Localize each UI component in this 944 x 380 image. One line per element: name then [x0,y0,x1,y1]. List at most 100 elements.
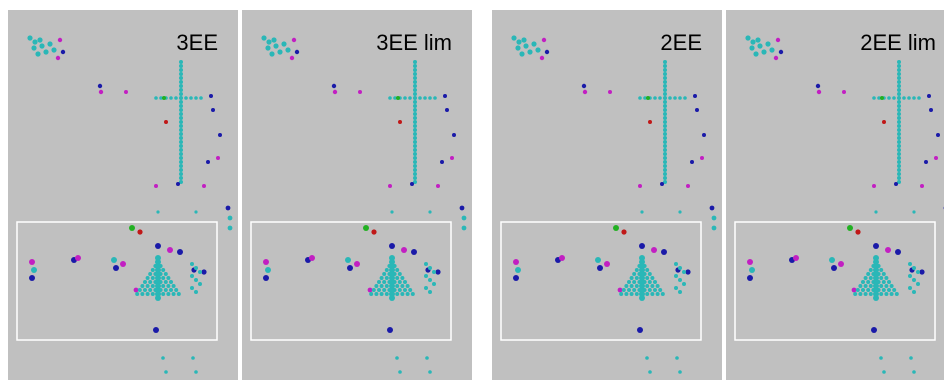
atom [635,276,639,280]
atom [897,100,901,104]
atom [179,96,183,100]
atom [627,288,631,292]
atom [678,210,681,213]
atom [656,284,660,288]
atom [916,282,920,286]
atom [648,272,652,276]
atom [450,156,454,160]
atom [39,43,44,48]
atom [29,275,35,281]
atom [663,168,667,172]
atom [413,96,417,100]
atom [685,269,690,274]
atom [382,288,386,292]
atom [111,257,117,263]
atom [120,261,126,267]
atom [897,132,901,136]
atom [866,272,870,276]
atom [395,292,399,296]
atom [638,96,642,100]
atom [179,120,183,124]
atom [635,292,639,296]
atom [179,176,183,180]
atom [148,272,152,276]
atom [179,168,183,172]
atom [793,255,799,261]
atom [143,280,147,284]
atom [406,292,410,296]
atom [894,182,898,186]
atom [179,88,183,92]
atom [138,288,142,292]
atom [776,38,780,42]
atom [452,133,456,137]
atom [873,243,879,249]
atom [866,288,870,292]
atom [358,90,362,94]
atom [663,176,667,180]
atom [621,229,626,234]
atom [61,50,65,54]
atom [897,164,901,168]
atom [882,370,886,374]
atom [179,128,183,132]
atom [388,184,392,188]
atom [372,288,376,292]
atom [658,288,662,292]
atom [398,120,402,124]
atom [650,292,654,296]
atom [435,269,440,274]
atom [624,284,628,288]
atom [37,37,42,42]
atom [871,327,877,333]
atom [228,226,233,231]
atom [897,60,901,64]
atom [380,276,384,280]
atom [630,292,634,296]
atom [124,90,128,94]
atom [161,356,165,360]
atom [838,261,844,267]
atom [663,156,667,160]
atom [368,288,373,293]
atom [269,51,274,56]
atom [99,90,103,94]
atom [769,47,774,52]
atom [897,152,901,156]
atom [395,276,399,280]
atom [663,96,667,100]
panel-background [726,10,944,380]
atom [663,144,667,148]
atom [675,356,679,360]
atom [661,292,665,296]
atom [413,152,417,156]
atom [678,370,682,374]
atom [179,76,183,80]
atom [374,284,378,288]
atom [406,284,410,288]
atom [413,104,417,108]
atom [428,96,432,100]
atom [907,96,911,100]
atom [604,261,610,267]
atom [869,276,873,280]
atom [542,38,546,42]
atom [396,96,400,100]
atom [653,280,657,284]
atom [266,39,271,44]
atom [663,132,667,136]
atom [179,152,183,156]
atom [639,243,645,249]
atom [924,160,928,164]
atom [535,47,540,52]
atom [428,210,431,213]
atom [413,92,417,96]
atom [919,269,924,274]
atom [29,259,35,265]
atom [189,96,193,100]
atom [608,90,612,94]
atom [398,288,402,292]
panel-label: 3EE [176,30,218,55]
atom [540,56,544,60]
atom [663,116,667,120]
